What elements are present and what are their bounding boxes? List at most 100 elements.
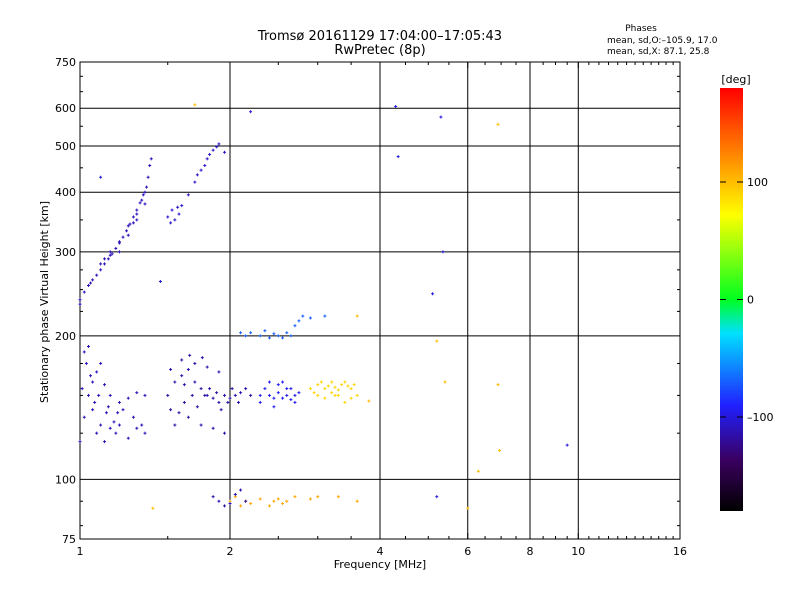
- data-point: [166, 215, 169, 218]
- x-tick-label-2: 2: [227, 545, 234, 558]
- data-point: [99, 262, 102, 265]
- data-point: [223, 504, 226, 507]
- data-point: [340, 383, 343, 386]
- data-point: [356, 500, 359, 503]
- phase-stats-heading: Phases: [625, 24, 657, 34]
- data-point: [234, 394, 237, 397]
- data-point: [125, 229, 128, 232]
- data-point: [217, 500, 220, 503]
- y-axis-ticks: 75 100 200 300 400 500 600 750: [55, 56, 680, 546]
- data-point: [259, 334, 262, 337]
- data-point: [180, 358, 183, 361]
- chart-subtitle: RwPretec (8p): [334, 43, 425, 58]
- data-point: [127, 397, 130, 400]
- data-point: [309, 316, 312, 319]
- data-point: [289, 334, 292, 337]
- data-point: [193, 181, 196, 184]
- data-point: [316, 394, 319, 397]
- data-point: [83, 416, 86, 419]
- data-point: [139, 201, 142, 204]
- data-point: [201, 356, 204, 359]
- data-point: [95, 432, 98, 435]
- data-point: [191, 394, 194, 397]
- data-point: [313, 391, 316, 394]
- data-point: [118, 250, 121, 253]
- data-point: [277, 497, 280, 500]
- data-point: [281, 381, 284, 384]
- data-point: [394, 105, 397, 108]
- data-point: [229, 502, 232, 505]
- grid: [80, 62, 680, 539]
- data-point: [127, 224, 130, 227]
- data-point: [272, 500, 275, 503]
- data-point: [212, 397, 215, 400]
- data-point: [231, 387, 234, 390]
- x-tick-label-8: 8: [527, 545, 534, 558]
- data-point: [135, 218, 138, 221]
- data-point: [169, 221, 172, 224]
- data-point: [118, 401, 121, 404]
- data-point: [297, 391, 300, 394]
- data-point: [187, 193, 190, 196]
- data-point: [263, 387, 266, 390]
- data-point: [99, 176, 102, 179]
- data-point: [188, 354, 191, 357]
- data-point: [127, 437, 130, 440]
- data-point: [99, 362, 102, 365]
- data-point: [147, 176, 150, 179]
- data-point: [122, 236, 125, 239]
- data-point: [109, 427, 112, 430]
- data-point: [173, 218, 176, 221]
- data-point: [343, 381, 346, 384]
- data-points: [79, 103, 569, 509]
- data-point: [193, 362, 196, 365]
- data-point: [203, 164, 206, 167]
- data-point: [89, 282, 92, 285]
- data-point: [477, 470, 480, 473]
- data-point: [206, 157, 209, 160]
- data-point: [285, 331, 288, 334]
- data-point: [103, 440, 106, 443]
- data-point: [268, 504, 271, 507]
- data-point: [79, 303, 82, 306]
- data-point: [220, 408, 223, 411]
- data-point: [206, 366, 209, 369]
- data-point: [91, 278, 94, 281]
- data-point: [223, 151, 226, 154]
- data-point: [316, 383, 319, 386]
- data-point: [229, 397, 232, 400]
- data-point: [272, 397, 275, 400]
- data-point: [212, 427, 215, 430]
- data-point: [91, 408, 94, 411]
- data-point: [259, 497, 262, 500]
- x-tick-label-16: 16: [673, 545, 687, 558]
- data-point: [143, 202, 146, 205]
- y-tick-label-75: 75: [62, 533, 76, 546]
- data-point: [177, 213, 180, 216]
- data-point: [466, 507, 469, 510]
- data-point: [142, 193, 145, 196]
- data-point: [281, 336, 284, 339]
- data-point: [140, 199, 143, 202]
- data-point: [330, 391, 333, 394]
- data-point: [343, 401, 346, 404]
- data-point: [107, 405, 110, 408]
- data-point: [193, 103, 196, 106]
- data-point: [83, 291, 86, 294]
- data-point: [171, 209, 174, 212]
- data-point: [496, 383, 499, 386]
- data-point: [87, 345, 90, 348]
- data-point: [301, 315, 304, 318]
- data-point: [99, 268, 102, 271]
- x-tick-label-1: 1: [77, 545, 84, 558]
- data-point: [356, 394, 359, 397]
- data-point: [135, 391, 138, 394]
- data-point: [566, 444, 569, 447]
- data-point: [135, 209, 138, 212]
- data-point: [187, 416, 190, 419]
- data-point: [285, 500, 288, 503]
- data-point: [259, 394, 262, 397]
- phase-stats-x: mean, sd,X: 87.1, 25.8: [607, 47, 710, 57]
- x-tick-label-6: 6: [464, 545, 471, 558]
- data-point: [122, 408, 125, 411]
